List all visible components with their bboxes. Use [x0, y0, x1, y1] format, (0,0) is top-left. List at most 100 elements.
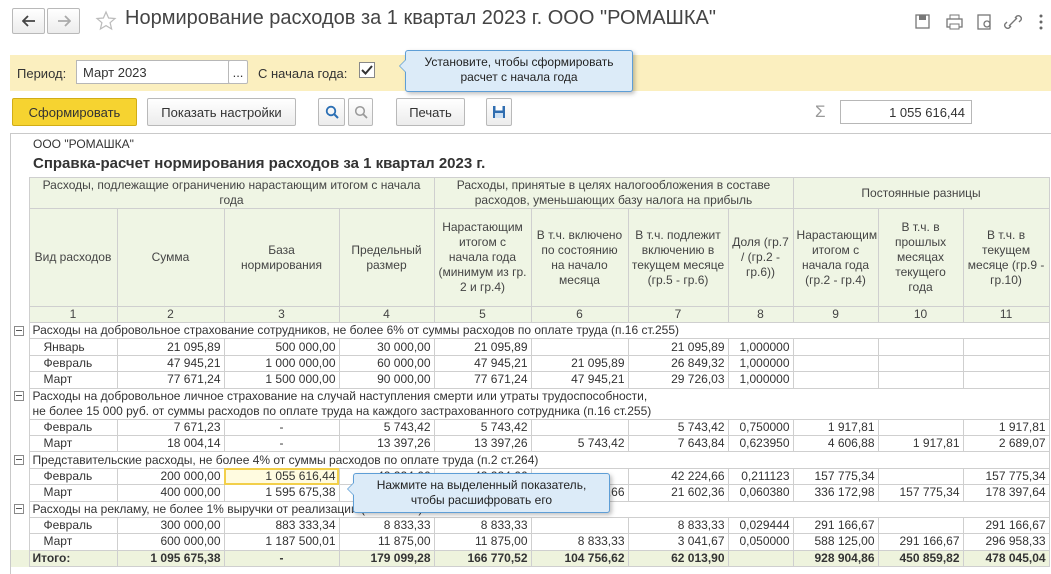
value-cell: 62 013,90: [627, 549, 729, 568]
row-label: Март: [28, 371, 118, 389]
from-year-start-label: С начала года:: [258, 66, 348, 81]
show-settings-button[interactable]: Показать настройки: [147, 98, 296, 126]
empty-cell: [877, 338, 964, 356]
value-cell: 400 000,00: [116, 484, 225, 502]
column-header: База нормирования: [223, 208, 340, 307]
column-header: В т.ч. в прошлых месяцах текущего года: [877, 208, 964, 307]
collapse-toggle[interactable]: [14, 504, 24, 515]
column-header: В т.ч. включено по состоянию на начало м…: [530, 208, 629, 307]
value-cell: 291 166,67: [792, 516, 879, 535]
gutter: [11, 484, 29, 502]
value-cell: 0,050000: [727, 533, 794, 551]
value-cell: 5 743,42: [530, 434, 629, 453]
more-icon[interactable]: [1039, 14, 1043, 30]
value-cell: 30 000,00: [338, 338, 435, 356]
column-number: 6: [530, 306, 629, 323]
search-icon: [325, 105, 339, 119]
group-title-line: Расходы на добровольное личное страхован…: [32, 388, 648, 403]
data-row: Февраль 300 000,00 883 333,34 8 833,33 8 833…: [11, 516, 1050, 535]
column-number: 3: [223, 306, 340, 323]
value-cell: 4 606,88: [792, 434, 879, 453]
column-group-header: Расходы, подлежащие ограничению нарастаю…: [28, 177, 435, 209]
period-select-button[interactable]: ...: [228, 60, 248, 84]
empty-cell: [962, 338, 1050, 356]
empty-cell: [792, 371, 879, 389]
value-cell: 11 875,00: [433, 533, 532, 551]
column-number: 4: [338, 306, 435, 323]
value-cell: 166 770,52: [433, 549, 532, 568]
generate-button[interactable]: Сформировать: [12, 98, 137, 126]
highlighted-cell[interactable]: 1 055 616,44: [223, 467, 340, 486]
gutter: [11, 435, 29, 452]
column-group-header: Постоянные разницы: [792, 177, 1050, 209]
table-body: Расходы на добровольное страхование сотр…: [11, 321, 1050, 568]
row-label: Февраль: [28, 354, 118, 373]
from-year-start-checkbox[interactable]: [359, 62, 376, 79]
column-group-header: Расходы, принятые в целях налогообложени…: [433, 177, 794, 209]
preview-icon[interactable]: [977, 14, 991, 30]
data-row: Февраль 7 671,23-5 743,42 5 743,42 5 743,42…: [11, 418, 1050, 436]
link-icon[interactable]: [1004, 15, 1022, 29]
row-label: Март: [28, 434, 118, 453]
empty-cell: [727, 549, 794, 568]
value-cell: 1 917,81: [792, 418, 879, 436]
gutter: [11, 468, 29, 485]
value-cell: 13 397,26: [338, 434, 435, 453]
value-cell: 0,623950: [727, 434, 794, 453]
data-row: Март 77 671,24 1 500 000,00 90 000,00 77 671…: [11, 371, 1050, 389]
report-table: Расходы, подлежащие ограничению нарастаю…: [11, 177, 1050, 568]
gutter: [11, 533, 29, 551]
data-row: Март 600 000,00 1 187 500,01 11 875,00 11 87…: [11, 533, 1050, 551]
gutter: [11, 355, 29, 372]
search-button[interactable]: [318, 98, 345, 126]
collapse-toggle[interactable]: [14, 391, 24, 402]
row-label: Февраль: [28, 467, 118, 486]
gutter: [11, 550, 29, 567]
column-header: Сумма: [116, 208, 225, 307]
column-header: Нарастающим итогом с начала года (миниму…: [433, 208, 532, 307]
value-cell: 1 595 675,38: [223, 484, 340, 502]
empty-cell: [877, 467, 964, 486]
gutter: [11, 388, 29, 420]
back-button[interactable]: [12, 8, 45, 34]
value-cell: 5 743,42: [433, 418, 532, 436]
print-icon[interactable]: [946, 14, 963, 30]
save-icon[interactable]: [915, 14, 930, 29]
data-row: Январь 21 095,89 500 000,00 30 000,00 21 095…: [11, 338, 1050, 356]
value-cell: 21 095,89: [530, 354, 629, 373]
value-cell: 0,060380: [727, 484, 794, 502]
column-header: Нарастающим итогом с начала года (гр.2 -…: [792, 208, 879, 307]
search-clear-button[interactable]: [348, 98, 373, 126]
value-cell: 77 671,24: [116, 371, 225, 389]
value-cell: 47 945,21: [116, 354, 225, 373]
save-button[interactable]: [486, 98, 512, 126]
group-row: Расходы на добровольное страхование сотр…: [11, 321, 1050, 340]
period-hint: Установите, чтобы сформировать расчет с …: [399, 50, 633, 92]
empty-cell: [792, 354, 879, 373]
value-cell: 21 095,89: [116, 338, 225, 356]
group-title: Представительские расходы, не более 4% о…: [28, 451, 1050, 469]
collapse-toggle[interactable]: [14, 325, 24, 336]
data-row: Март 18 004,14-13 397,26 13 397,26 5 743,42…: [11, 434, 1050, 453]
report: ООО "РОМАШКА" Справка-расчет нормировани…: [10, 133, 1051, 574]
collapse-toggle[interactable]: [14, 454, 24, 465]
value-cell: 157 775,34: [877, 484, 964, 502]
value-cell: 200 000,00: [116, 467, 225, 486]
column-number: 9: [792, 306, 879, 323]
period-input[interactable]: Март 2023: [76, 60, 230, 84]
value-cell: 450 859,82: [877, 549, 964, 568]
value-cell: 928 904,86: [792, 549, 879, 568]
value-cell: 1 187 500,01: [223, 533, 340, 551]
value-cell: 1,000000: [727, 338, 794, 356]
total-label: Итого:: [28, 549, 118, 568]
empty-cell: [962, 354, 1050, 373]
value-cell: 178 397,64: [962, 484, 1050, 502]
favorite-star[interactable]: [95, 10, 117, 32]
print-button[interactable]: Печать: [396, 98, 465, 126]
value-cell: 21 602,36: [627, 484, 729, 502]
gutter: [11, 371, 29, 389]
forward-button[interactable]: [47, 8, 80, 34]
value-cell: 29 726,03: [627, 371, 729, 389]
gutter: [11, 517, 29, 534]
